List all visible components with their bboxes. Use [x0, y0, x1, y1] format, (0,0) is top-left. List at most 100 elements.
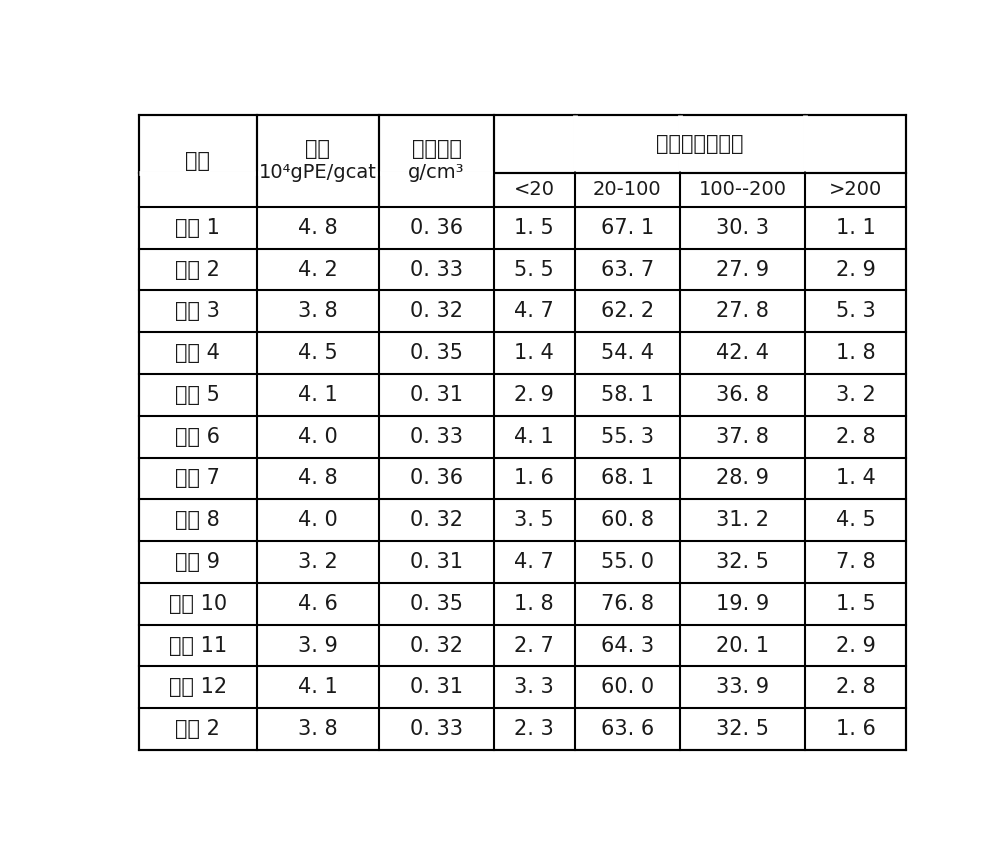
Text: 实例 1: 实例 1 — [175, 217, 220, 238]
Text: 19. 9: 19. 9 — [716, 594, 769, 614]
Text: 20-100: 20-100 — [593, 181, 662, 199]
Text: <20: <20 — [514, 181, 555, 199]
Text: 1. 5: 1. 5 — [836, 594, 876, 614]
Text: >200: >200 — [829, 181, 882, 199]
Text: 33. 9: 33. 9 — [716, 677, 769, 698]
Text: 28. 9: 28. 9 — [716, 468, 769, 489]
Text: 实例 6: 实例 6 — [175, 426, 220, 447]
Text: 31. 2: 31. 2 — [716, 510, 769, 530]
Text: 4. 0: 4. 0 — [298, 510, 338, 530]
Text: 4. 2: 4. 2 — [298, 259, 338, 280]
Text: 0. 36: 0. 36 — [410, 217, 463, 238]
Text: 1. 4: 1. 4 — [514, 343, 554, 363]
Text: 实例 11: 实例 11 — [169, 635, 227, 656]
Text: 2. 9: 2. 9 — [836, 259, 876, 280]
Text: 0. 32: 0. 32 — [410, 635, 463, 656]
Text: 60. 8: 60. 8 — [601, 510, 654, 530]
Text: 0. 31: 0. 31 — [410, 385, 463, 405]
Text: 实例 5: 实例 5 — [175, 385, 220, 405]
Text: 实例 4: 实例 4 — [175, 343, 220, 363]
Text: 1. 4: 1. 4 — [836, 468, 876, 489]
Text: 4. 5: 4. 5 — [836, 510, 876, 530]
Text: 实例 12: 实例 12 — [169, 677, 227, 698]
Text: 100--200: 100--200 — [699, 181, 787, 199]
Text: 4. 5: 4. 5 — [298, 343, 338, 363]
Text: 堆积密度: 堆积密度 — [412, 139, 462, 159]
Text: 2. 7: 2. 7 — [514, 635, 554, 656]
Text: 4. 6: 4. 6 — [298, 594, 338, 614]
Text: 76. 8: 76. 8 — [601, 594, 654, 614]
Text: 63. 6: 63. 6 — [601, 719, 654, 739]
Text: 37. 8: 37. 8 — [716, 426, 769, 447]
Text: 10⁴gPE/gcat: 10⁴gPE/gcat — [259, 163, 377, 182]
Text: 4. 8: 4. 8 — [298, 217, 338, 238]
Text: 2. 9: 2. 9 — [514, 385, 554, 405]
Text: 3. 8: 3. 8 — [298, 301, 338, 321]
Text: 3. 2: 3. 2 — [836, 385, 876, 405]
Text: 62. 2: 62. 2 — [601, 301, 654, 321]
Text: 4. 1: 4. 1 — [298, 677, 338, 698]
Text: 0. 35: 0. 35 — [410, 594, 463, 614]
Text: 30. 3: 30. 3 — [716, 217, 769, 238]
Text: 55. 0: 55. 0 — [601, 552, 654, 572]
Text: 实例 3: 实例 3 — [175, 301, 220, 321]
Text: 7. 8: 7. 8 — [836, 552, 876, 572]
Text: 27. 8: 27. 8 — [716, 301, 769, 321]
Text: 4. 0: 4. 0 — [298, 426, 338, 447]
Text: 32. 5: 32. 5 — [716, 719, 769, 739]
Text: 42. 4: 42. 4 — [716, 343, 769, 363]
Text: 对比 2: 对比 2 — [175, 719, 220, 739]
Text: 36. 8: 36. 8 — [716, 385, 769, 405]
Text: 3. 5: 3. 5 — [514, 510, 554, 530]
Text: 0. 35: 0. 35 — [410, 343, 463, 363]
Text: 0. 32: 0. 32 — [410, 510, 463, 530]
Text: 实例 10: 实例 10 — [169, 594, 227, 614]
Text: 64. 3: 64. 3 — [601, 635, 654, 656]
Text: 3. 8: 3. 8 — [298, 719, 338, 739]
Text: 55. 3: 55. 3 — [601, 426, 654, 447]
Text: 0. 33: 0. 33 — [410, 259, 463, 280]
Text: 32. 5: 32. 5 — [716, 552, 769, 572]
Text: 27. 9: 27. 9 — [716, 259, 769, 280]
Text: 67. 1: 67. 1 — [601, 217, 654, 238]
Text: 编号: 编号 — [185, 151, 210, 170]
Text: g/cm³: g/cm³ — [408, 163, 465, 182]
Text: 实例 8: 实例 8 — [175, 510, 220, 530]
Text: 4. 8: 4. 8 — [298, 468, 338, 489]
Text: 60. 0: 60. 0 — [601, 677, 654, 698]
Text: 63. 7: 63. 7 — [601, 259, 654, 280]
Text: 58. 1: 58. 1 — [601, 385, 654, 405]
Text: 4. 1: 4. 1 — [298, 385, 338, 405]
Text: 4. 7: 4. 7 — [514, 552, 554, 572]
Text: 0. 31: 0. 31 — [410, 552, 463, 572]
Text: 实例 9: 实例 9 — [175, 552, 220, 572]
Text: 4. 7: 4. 7 — [514, 301, 554, 321]
Text: 3. 2: 3. 2 — [298, 552, 338, 572]
Text: 3. 9: 3. 9 — [298, 635, 338, 656]
Text: 68. 1: 68. 1 — [601, 468, 654, 489]
Text: 0. 33: 0. 33 — [410, 426, 463, 447]
Text: 54. 4: 54. 4 — [601, 343, 654, 363]
Text: 1. 5: 1. 5 — [514, 217, 554, 238]
Text: 活性: 活性 — [305, 139, 330, 159]
Text: 实例 7: 实例 7 — [175, 468, 220, 489]
Text: 2. 9: 2. 9 — [836, 635, 876, 656]
Text: 5. 3: 5. 3 — [836, 301, 876, 321]
Text: 1. 6: 1. 6 — [514, 468, 554, 489]
Text: 0. 31: 0. 31 — [410, 677, 463, 698]
Text: 1. 6: 1. 6 — [836, 719, 876, 739]
Text: 4. 1: 4. 1 — [514, 426, 554, 447]
Text: 20. 1: 20. 1 — [716, 635, 769, 656]
Text: 0. 36: 0. 36 — [410, 468, 463, 489]
Text: 2. 8: 2. 8 — [836, 426, 876, 447]
Text: 0. 33: 0. 33 — [410, 719, 463, 739]
Text: 粒径分布（目）: 粒径分布（目） — [656, 134, 744, 153]
Text: 1. 1: 1. 1 — [836, 217, 876, 238]
Text: 0. 32: 0. 32 — [410, 301, 463, 321]
Text: 5. 5: 5. 5 — [514, 259, 554, 280]
Text: 实例 2: 实例 2 — [175, 259, 220, 280]
Text: 1. 8: 1. 8 — [836, 343, 876, 363]
Text: 2. 8: 2. 8 — [836, 677, 876, 698]
Text: 2. 3: 2. 3 — [514, 719, 554, 739]
Text: 1. 8: 1. 8 — [514, 594, 554, 614]
